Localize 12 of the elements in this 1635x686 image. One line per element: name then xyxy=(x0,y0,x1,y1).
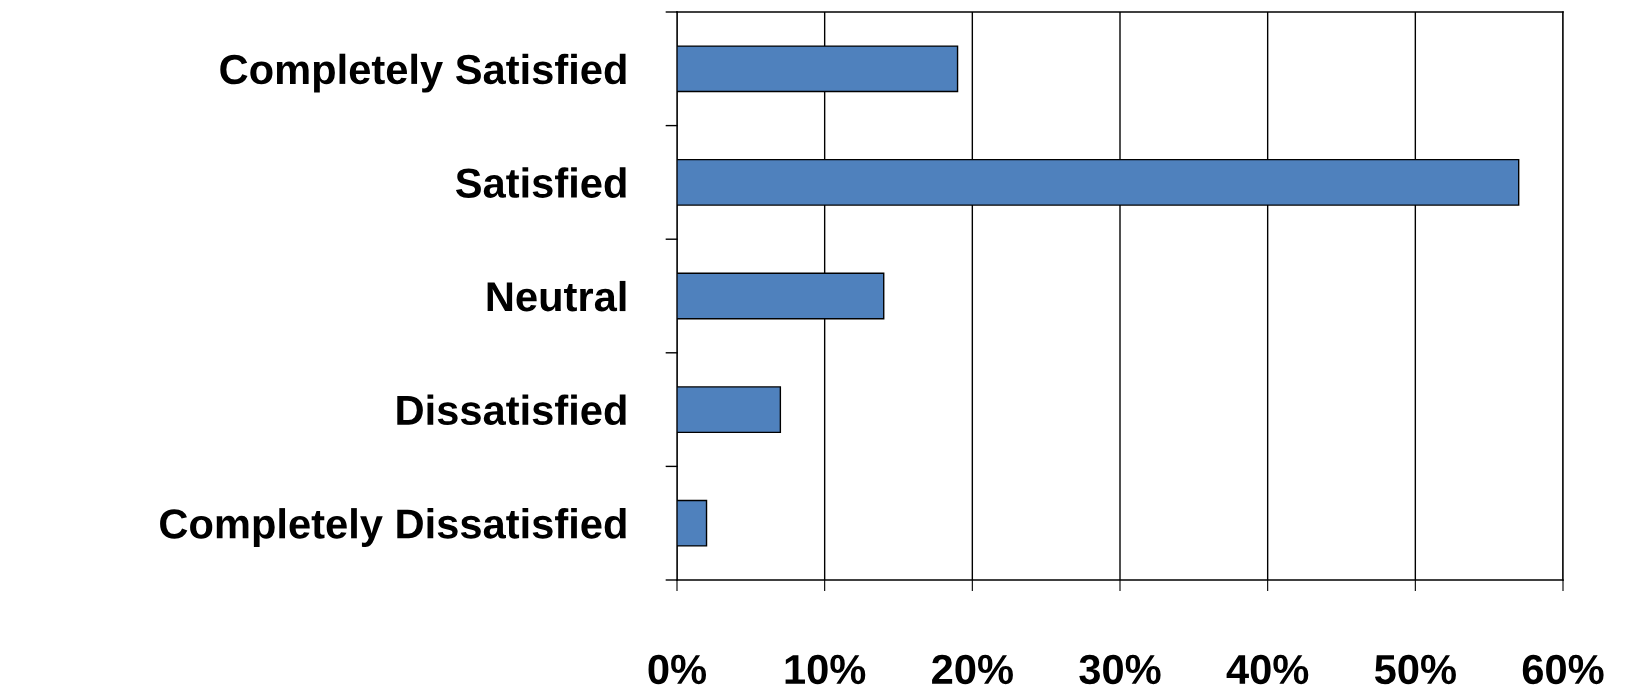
x-tick-label: 20% xyxy=(932,654,1013,685)
x-tick-label: 0% xyxy=(648,654,707,685)
x-tick-label: 60% xyxy=(1522,654,1604,685)
x-tick-label: 30% xyxy=(1079,654,1161,685)
y-tick-label: Neutral xyxy=(487,280,626,312)
y-tick-label: Completely Dissatisfied xyxy=(160,508,626,547)
y-tick-label: Completely Satisfied xyxy=(220,53,626,93)
y-tick-label: Dissatisfied xyxy=(397,394,626,426)
x-tick-label: 50% xyxy=(1374,654,1456,685)
x-tick-label: 40% xyxy=(1226,654,1309,685)
x-tick-label: 10% xyxy=(785,654,866,685)
y-tick-label: Satisfied xyxy=(455,167,626,198)
